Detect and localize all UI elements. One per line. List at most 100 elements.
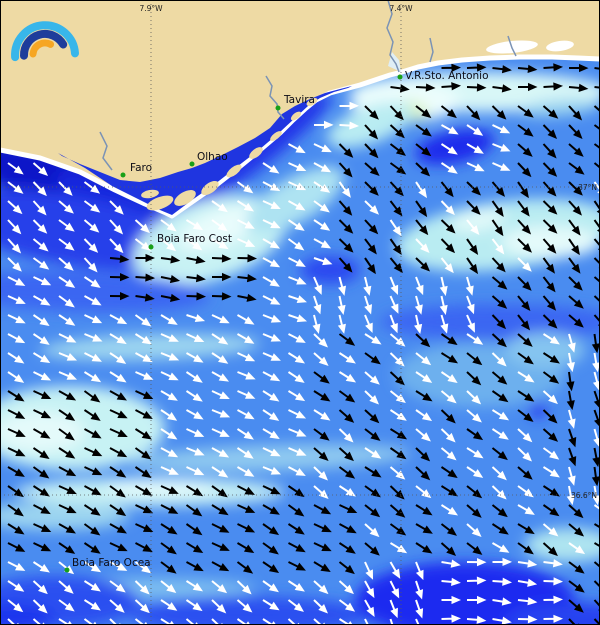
arrow xyxy=(338,580,354,595)
arrow xyxy=(364,143,379,159)
arrow xyxy=(109,580,126,593)
arrow xyxy=(211,618,224,625)
arrow xyxy=(211,352,229,364)
arrow xyxy=(236,599,253,613)
arrow xyxy=(58,409,76,421)
arrow xyxy=(237,352,256,362)
arrow xyxy=(32,466,50,479)
arrow xyxy=(593,618,600,625)
place-label-boia-faro-cost: Boia Faro Cost xyxy=(157,233,232,245)
arrow xyxy=(33,371,52,381)
arrow xyxy=(313,257,333,266)
arrow xyxy=(542,124,558,140)
arrow xyxy=(32,447,50,460)
arrow xyxy=(593,314,600,327)
arrow xyxy=(466,504,482,518)
arrow xyxy=(568,618,580,625)
arrow xyxy=(109,618,121,625)
arrow xyxy=(517,200,530,217)
arrow xyxy=(211,523,230,533)
arrow xyxy=(58,314,76,326)
arrow xyxy=(160,314,178,325)
arrow xyxy=(58,276,76,288)
arrow xyxy=(465,276,474,296)
arrow xyxy=(32,580,48,595)
arrow xyxy=(542,162,558,177)
arrow xyxy=(211,580,228,594)
arrow xyxy=(84,428,102,439)
barrier-island xyxy=(146,195,174,211)
arrow xyxy=(32,333,50,345)
arrow xyxy=(83,390,101,403)
arrow xyxy=(160,255,181,264)
arrow xyxy=(517,238,533,253)
arrow xyxy=(109,409,128,419)
arrow xyxy=(440,371,458,384)
arrow xyxy=(566,485,575,506)
arrow xyxy=(466,485,483,499)
arrow xyxy=(491,523,509,535)
arrow xyxy=(287,238,305,251)
arrow xyxy=(262,257,281,268)
arrow xyxy=(109,314,128,325)
arrow xyxy=(440,333,458,346)
arrow xyxy=(185,504,203,517)
wave-height-blob xyxy=(246,166,344,234)
arrow xyxy=(7,371,25,383)
place-marker-faro xyxy=(120,172,126,178)
arrow xyxy=(517,559,538,568)
arrow xyxy=(415,409,433,422)
arrow xyxy=(440,542,457,556)
arrow xyxy=(84,295,102,306)
arrow xyxy=(185,238,203,251)
arrow xyxy=(262,561,280,574)
arrow xyxy=(415,580,424,600)
arrow xyxy=(160,599,178,611)
arrow xyxy=(338,162,353,178)
arrow xyxy=(466,542,483,555)
wave-height-blob xyxy=(355,562,575,625)
arrow xyxy=(415,542,433,554)
barrier-island xyxy=(174,190,196,206)
arrow xyxy=(186,255,206,265)
arrow xyxy=(338,181,351,198)
arrow xyxy=(236,447,254,459)
arrow xyxy=(517,276,532,291)
arrow xyxy=(288,542,306,553)
arrow xyxy=(568,219,581,236)
arrow xyxy=(440,238,456,254)
arrow xyxy=(517,124,534,137)
arrow xyxy=(491,181,505,197)
arrow xyxy=(491,390,509,403)
arrow xyxy=(287,599,304,612)
arrow xyxy=(33,276,52,286)
arrow xyxy=(415,599,424,619)
arrow xyxy=(288,333,306,343)
arrow xyxy=(568,143,584,157)
arrow xyxy=(466,390,482,405)
arrow xyxy=(364,428,381,441)
arrow xyxy=(543,82,564,91)
arrow xyxy=(542,504,560,517)
arrow xyxy=(415,390,433,402)
arrow xyxy=(288,409,307,419)
arrow xyxy=(591,466,600,487)
arrow xyxy=(542,276,556,293)
arrow xyxy=(7,352,25,364)
place-label-boia-faro-ocea: Boia Faro Ocea xyxy=(72,557,151,569)
arrow xyxy=(33,542,52,552)
arrow xyxy=(415,105,432,119)
arrow xyxy=(135,352,153,363)
arrow xyxy=(109,273,130,282)
arrow xyxy=(492,124,511,134)
arrow xyxy=(236,561,254,574)
arrow xyxy=(109,599,125,613)
arrow xyxy=(58,542,76,554)
arrow xyxy=(517,64,538,74)
arrow xyxy=(491,409,510,421)
arrow xyxy=(364,599,375,618)
arrow xyxy=(415,466,431,481)
arrow xyxy=(7,200,23,215)
arrow xyxy=(313,181,331,193)
wave-height-blob xyxy=(529,403,547,417)
